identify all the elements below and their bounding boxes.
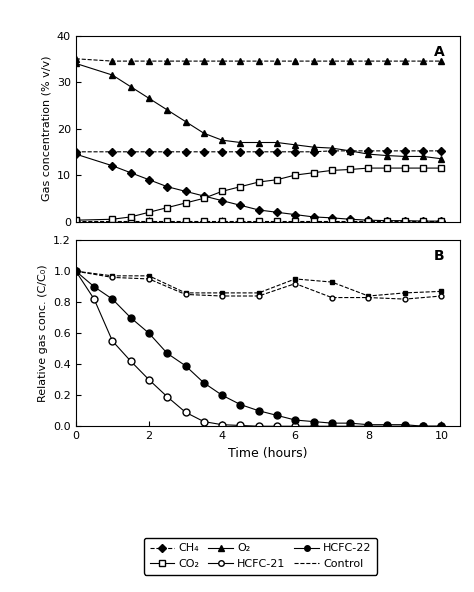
X-axis label: Time (hours): Time (hours) — [228, 446, 308, 459]
Text: A: A — [434, 45, 445, 59]
Y-axis label: Gas concentration (% v/v): Gas concentration (% v/v) — [41, 56, 51, 201]
Y-axis label: Relative gas conc. (C/C₀): Relative gas conc. (C/C₀) — [37, 265, 48, 402]
Legend: CH₄, CO₂, O₂, HCFC-21, HCFC-22, Control: CH₄, CO₂, O₂, HCFC-21, HCFC-22, Control — [144, 538, 377, 575]
Text: B: B — [434, 249, 445, 263]
